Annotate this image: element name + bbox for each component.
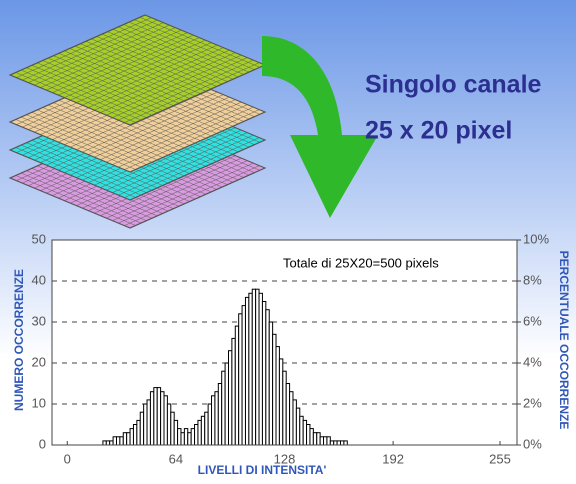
bar bbox=[269, 322, 272, 445]
bar bbox=[127, 433, 130, 445]
bar bbox=[245, 297, 248, 445]
x-tick-label: 255 bbox=[489, 451, 511, 466]
bar bbox=[256, 289, 259, 445]
bar bbox=[239, 314, 242, 445]
y-tick-label: 50 bbox=[32, 231, 46, 246]
bar bbox=[344, 441, 347, 445]
bar bbox=[195, 425, 198, 446]
bar bbox=[188, 433, 191, 445]
bar bbox=[279, 359, 282, 445]
bar bbox=[300, 416, 303, 445]
y2-tick-label: 8% bbox=[523, 272, 542, 287]
bar bbox=[252, 289, 255, 445]
bar bbox=[222, 371, 225, 445]
y2-tick-label: 4% bbox=[523, 354, 542, 369]
bar bbox=[317, 433, 320, 445]
bar bbox=[262, 302, 265, 446]
bar bbox=[310, 429, 313, 445]
bar bbox=[113, 437, 116, 445]
bar bbox=[327, 437, 330, 445]
bar bbox=[320, 437, 323, 445]
y2-tick-label: 10% bbox=[523, 231, 549, 246]
y2-tick-label: 6% bbox=[523, 313, 542, 328]
x-tick-label: 0 bbox=[64, 451, 71, 466]
bar bbox=[184, 429, 187, 445]
bar bbox=[273, 334, 276, 445]
bar bbox=[334, 441, 337, 445]
bar bbox=[140, 412, 143, 445]
bar bbox=[276, 347, 279, 445]
bar bbox=[164, 396, 167, 445]
bar bbox=[205, 412, 208, 445]
y-axis-title: NUMERO OCCORRENZE bbox=[12, 269, 26, 411]
bar bbox=[283, 371, 286, 445]
bar bbox=[293, 400, 296, 445]
bar bbox=[290, 392, 293, 445]
y-tick-label: 10 bbox=[32, 395, 46, 410]
y-tick-label: 0 bbox=[39, 436, 46, 451]
bar bbox=[171, 412, 174, 445]
annotation: Totale di 25X20=500 pixels bbox=[283, 255, 439, 270]
bar bbox=[242, 306, 245, 445]
bar bbox=[259, 293, 262, 445]
bar bbox=[123, 433, 126, 445]
bar bbox=[266, 310, 269, 445]
bar bbox=[147, 400, 150, 445]
bar bbox=[201, 416, 204, 445]
y-tick-label: 20 bbox=[32, 354, 46, 369]
bar bbox=[296, 408, 299, 445]
bar bbox=[181, 433, 184, 445]
y2-axis-title: PERCENTUALE OCCORRENZE bbox=[557, 251, 571, 430]
heading-line: Singolo canale bbox=[365, 71, 542, 99]
bar bbox=[313, 433, 316, 445]
bar bbox=[178, 429, 181, 445]
y2-tick-label: 2% bbox=[523, 395, 542, 410]
bar bbox=[286, 384, 289, 446]
bar bbox=[218, 384, 221, 446]
bar bbox=[161, 392, 164, 445]
bar bbox=[120, 437, 123, 445]
bar bbox=[228, 351, 231, 445]
slide: Singolo canale 25 x 20 pixel Totale di 2… bbox=[0, 0, 576, 479]
bar bbox=[249, 293, 252, 445]
bar bbox=[324, 437, 327, 445]
y2-tick-label: 0% bbox=[523, 436, 542, 451]
x-tick-label: 192 bbox=[382, 451, 404, 466]
bar bbox=[208, 404, 211, 445]
bar bbox=[110, 441, 113, 445]
bar bbox=[157, 388, 160, 445]
bar bbox=[116, 437, 119, 445]
bar bbox=[198, 420, 201, 445]
bar bbox=[337, 441, 340, 445]
bar bbox=[167, 404, 170, 445]
bar bbox=[235, 326, 238, 445]
heading-line: 25 x 20 pixel bbox=[365, 117, 512, 145]
x-tick-label: 64 bbox=[169, 451, 183, 466]
bar bbox=[137, 420, 140, 445]
bar bbox=[133, 425, 136, 446]
bar bbox=[303, 420, 306, 445]
bar bbox=[106, 441, 109, 445]
bar bbox=[191, 429, 194, 445]
bar bbox=[150, 392, 153, 445]
bar bbox=[174, 420, 177, 445]
bar bbox=[225, 363, 228, 445]
y-tick-label: 30 bbox=[32, 313, 46, 328]
x-axis-title: LIVELLI DI INTENSITA' bbox=[198, 463, 327, 477]
bar bbox=[154, 388, 157, 445]
x-tick-label: 128 bbox=[274, 451, 296, 466]
bar bbox=[307, 425, 310, 446]
bar bbox=[215, 392, 218, 445]
bar bbox=[103, 441, 106, 445]
bar bbox=[130, 429, 133, 445]
bar bbox=[341, 441, 344, 445]
bar bbox=[212, 396, 215, 445]
bar bbox=[144, 404, 147, 445]
y-tick-label: 40 bbox=[32, 272, 46, 287]
page: Singolo canale 25 x 20 pixel Totale di 2… bbox=[0, 0, 576, 484]
bar bbox=[232, 338, 235, 445]
bar bbox=[330, 441, 333, 445]
